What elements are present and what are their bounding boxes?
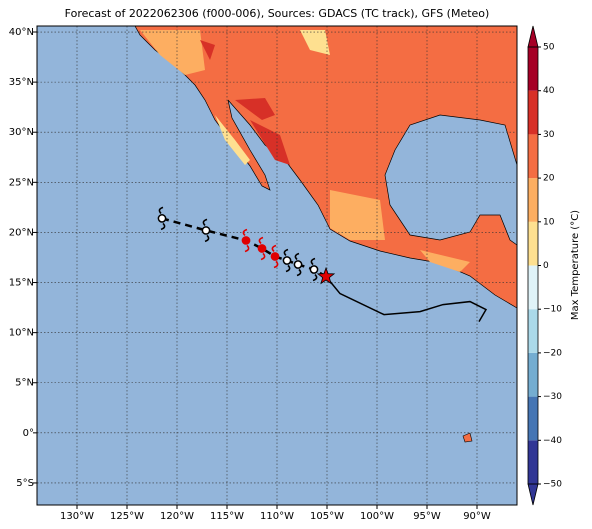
y-tick-label: 30°N [9, 127, 34, 138]
x-tick-label: 90°W [463, 511, 491, 522]
storm-eye [157, 214, 167, 223]
y-tick-label: 20°N [9, 227, 34, 238]
map-title: Forecast of 2022062306 (f000-006), Sourc… [65, 7, 490, 20]
y-tick-label: 10°N [9, 328, 34, 339]
colorbar-tick-label: −30 [543, 392, 562, 402]
storm-arm [242, 228, 250, 253]
x-tick-label: 115°W [210, 511, 244, 522]
colorbar-tick-label: 30 [543, 130, 555, 140]
x-tick-label: 130°W [60, 511, 94, 522]
y-tick-label: 40°N [9, 27, 34, 38]
storm-symbol [293, 252, 303, 277]
storm-arm [271, 244, 279, 269]
colorbar-tick-label: −10 [543, 305, 562, 315]
colorbar-band [528, 90, 538, 135]
land-patch [200, 40, 290, 165]
colorbar-label: Max Temperature (°C) [570, 210, 581, 320]
colorbar-band [528, 352, 538, 397]
x-tick-label: 95°W [413, 511, 441, 522]
y-tick-label: 0° [23, 428, 34, 439]
storm-symbol [201, 218, 211, 243]
past-track [325, 276, 488, 322]
y-tick-label: 15°N [9, 278, 34, 289]
land-patch [140, 30, 470, 272]
colorbar-tick-label: 40 [543, 86, 555, 96]
storm-symbol [241, 228, 251, 253]
island [462, 432, 473, 443]
storm-arm [202, 218, 210, 243]
storm-eye [201, 226, 211, 235]
storm-arm [294, 252, 302, 277]
storm-symbol [282, 248, 292, 273]
storm-arm [310, 257, 318, 282]
colorbar-band [528, 440, 538, 484]
y-tick-label: 25°N [9, 177, 34, 188]
y-tick-label: 5°S [16, 478, 34, 489]
colorbar-tick-label: −20 [543, 348, 562, 358]
land-patch [215, 30, 330, 165]
storm-eye [282, 256, 292, 265]
x-tick-label: 110°W [260, 511, 294, 522]
y-tick-label: 35°N [9, 77, 34, 88]
colorbar-tick-label: 10 [543, 217, 555, 227]
colorbar-band [528, 47, 538, 91]
x-tick-label: 100°W [360, 511, 394, 522]
tracks [157, 206, 488, 322]
storm-eye [309, 265, 319, 274]
storm-symbol [157, 206, 167, 231]
current-position [316, 266, 336, 285]
storm-symbol [257, 236, 267, 261]
colorbar-band [528, 309, 538, 353]
storm-eye [293, 260, 303, 269]
x-tick-label: 125°W [110, 511, 144, 522]
y-tick-label: 5°N [15, 378, 34, 389]
storm-arm [158, 206, 166, 231]
x-tick-label: 105°W [310, 511, 344, 522]
storm-symbol [309, 257, 319, 282]
colorbar-band [528, 396, 538, 441]
storm-symbol [270, 244, 280, 269]
colorbar-tick-label: 20 [543, 174, 555, 184]
colorbar-band [528, 178, 538, 222]
colorbar-tick-label: 50 [543, 43, 555, 53]
storm-eye [270, 252, 280, 261]
colorbar-extend-top [527, 25, 539, 48]
storm-eye [241, 236, 251, 245]
colorbar-extend-bottom [527, 483, 539, 506]
land [134, 26, 517, 443]
colorbar-band [528, 265, 538, 310]
grid [37, 26, 517, 505]
storm-arm [283, 248, 291, 273]
colorbar: −50 −40 −30 −20 −10 0 10 20 30 40 50 [527, 25, 562, 506]
colorbar-tick-label: −50 [543, 480, 562, 490]
x-tick-label: 120°W [160, 511, 194, 522]
colorbar-tick-label: 0 [543, 261, 549, 271]
storm-eye [257, 244, 267, 253]
colorbar-band [528, 134, 538, 179]
colorbar-tick-label: −40 [543, 436, 562, 446]
colorbar-band [528, 221, 538, 266]
storm-arm [258, 236, 266, 261]
